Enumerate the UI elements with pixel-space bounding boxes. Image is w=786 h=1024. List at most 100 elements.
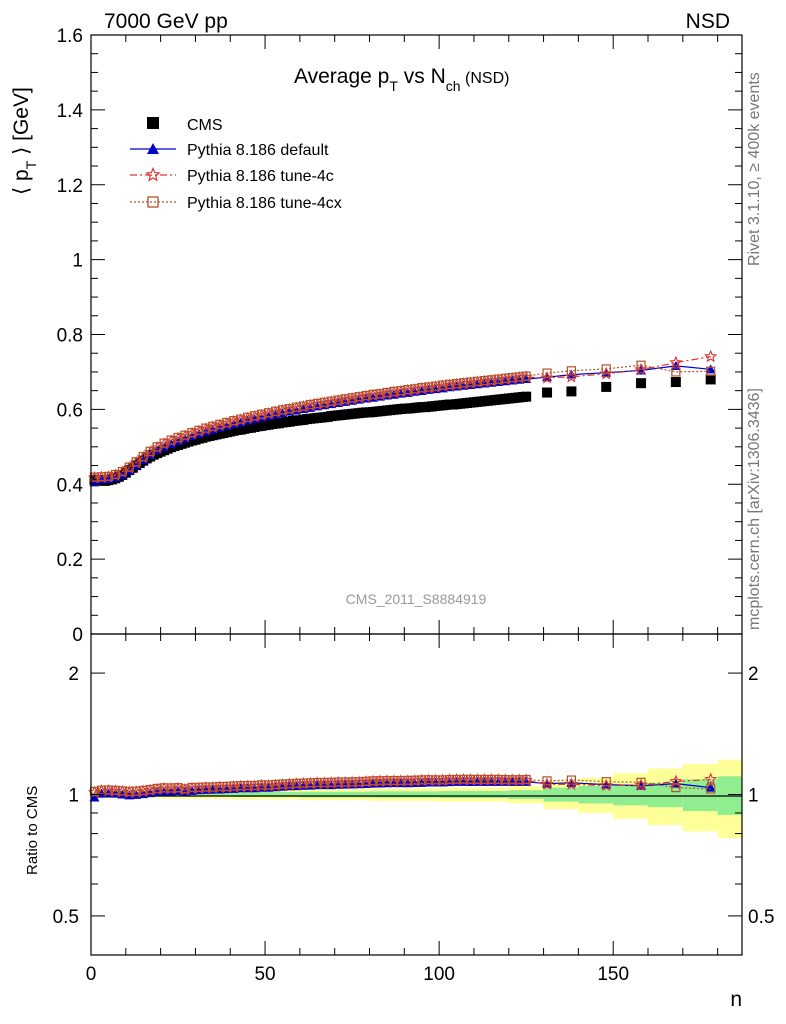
main-point-tune4cx	[138, 451, 148, 462]
ratio-band-inner	[543, 787, 579, 802]
ratio-point-tune4cx	[333, 777, 343, 787]
ratio-point-tune4cx	[243, 780, 253, 791]
main-point-tune4cx	[438, 380, 448, 390]
ratio-point-tune4cx	[277, 779, 288, 789]
ratio-point-tune4cx	[472, 774, 483, 785]
main-ytick-label: 1	[72, 251, 83, 272]
main-point-tune4cx	[305, 399, 315, 410]
main-line-default	[94, 365, 711, 483]
x-tick-label: 0	[86, 964, 97, 985]
ratio-point-tune4cx	[152, 783, 162, 794]
main-ytick-label: 1.6	[57, 26, 83, 47]
ratio-point-tune4cx	[706, 784, 716, 794]
ratio-point-tune4cx	[493, 774, 503, 785]
ratio-band-inner	[230, 792, 300, 797]
main-point-cms	[601, 381, 612, 392]
ratio-band-inner	[439, 791, 509, 799]
main-ytick-label: 1.4	[57, 101, 84, 122]
main-point-tune4cx	[201, 423, 211, 433]
ratio-point-tune4cx	[375, 776, 385, 786]
main-point-tune4cx	[270, 406, 281, 416]
ratio-point-tune4cx	[389, 775, 399, 786]
ratio-point-tune4cx	[229, 781, 239, 791]
main-title-sub1: T	[389, 78, 398, 94]
ratio-point-tune4cx	[215, 781, 225, 792]
main-point-cms	[542, 387, 553, 398]
ratio-line-tune4c	[94, 778, 711, 794]
ratio-point-tune4cx	[566, 775, 577, 785]
ratio-point-tune4cx	[671, 783, 681, 793]
ratio-point-tune4cx	[284, 779, 295, 789]
main-title-sub2: ch	[446, 78, 461, 94]
ratio-point-tune4cx	[636, 777, 646, 787]
main-ytick-label: 0.6	[57, 400, 83, 421]
ratio-band-inner	[369, 791, 440, 798]
ratio-point-tune4cx	[382, 775, 392, 786]
ratio-band-inner	[578, 785, 614, 804]
ratio-point-tune4cx	[465, 774, 476, 785]
header-left: 7000 GeV pp	[104, 10, 228, 33]
ratio-point-default	[705, 782, 716, 792]
main-point-tune4cx	[236, 414, 246, 424]
main-point-tune4cx	[521, 371, 531, 381]
main-point-tune4cx	[103, 471, 114, 481]
main-point-tune4cx	[601, 364, 611, 374]
legend-marker-tune4c	[145, 166, 161, 182]
main-title-mid: vs N	[398, 65, 446, 88]
ratio-point-tune4cx	[173, 783, 183, 793]
main-point-tune4cx	[347, 393, 357, 403]
main-point-tune4cx	[256, 409, 267, 419]
main-axis-ticks: 0 0.2 0.4 0.6 0.8 1 1.2 1.4 1.6	[57, 26, 742, 646]
main-line-tune4c	[94, 356, 711, 479]
main-point-tune4c	[704, 349, 718, 363]
x-tick-label: 50	[254, 964, 275, 985]
main-point-cms	[636, 378, 647, 389]
ratio-ytick-label-right: 0.5	[748, 907, 774, 928]
main-point-tune4cx	[389, 386, 399, 397]
main-point-tune4cx	[566, 366, 577, 376]
main-point-tune4cx	[361, 390, 371, 401]
ratio-point-tune4cx	[208, 782, 218, 792]
main-point-tune4cx	[180, 430, 190, 440]
main-point-tune4cx	[451, 378, 462, 389]
ratio-point-tune4cx	[187, 782, 197, 793]
ratio-point-tune4cx	[396, 775, 406, 786]
ratio-ytick-label-left: 1	[68, 786, 79, 807]
ratio-point-tune4cx	[438, 775, 448, 785]
main-point-tune4cx	[542, 368, 552, 378]
mcplots-label: mcplots.cern.ch [arXiv:1306.3436]	[746, 388, 763, 630]
main-point-tune4cx	[333, 395, 343, 405]
ratio-point-tune4cx	[479, 774, 489, 785]
ratio-point-tune4cx	[312, 777, 322, 788]
main-point-cms	[521, 391, 532, 402]
main-point-tune4cx	[263, 408, 274, 418]
ratio-point-tune4cx	[601, 777, 611, 787]
ratio-point-tune4cx	[270, 779, 281, 790]
main-ytick-label: 1.2	[57, 176, 83, 197]
main-point-tune4cx	[298, 401, 308, 411]
main-point-tune4cx	[326, 396, 336, 406]
x-axis-label: n	[730, 988, 742, 1011]
main-ylabel-sub: T	[23, 160, 39, 169]
x-tick-label: 150	[597, 964, 629, 985]
main-point-default	[705, 364, 716, 374]
ratio-point-tune4cx	[361, 776, 371, 786]
ratio-point-tune4cx	[507, 775, 517, 785]
main-point-tune4cx	[124, 462, 134, 472]
main-point-tune4cx	[166, 435, 176, 445]
main-point-tune4cx	[396, 386, 406, 396]
ratio-point-tune4cx	[403, 775, 413, 785]
main-point-tune4cx	[110, 469, 120, 480]
main-point-tune4cx	[291, 402, 301, 412]
ratio-point-tune4cx	[110, 785, 120, 795]
main-point-tune4cx	[319, 397, 329, 407]
main-point-tune4c	[669, 355, 683, 369]
ratio-band-inner	[682, 779, 718, 812]
ratio-point-tune4cx	[180, 784, 190, 794]
ratio-point-tune4cx	[194, 782, 204, 792]
main-point-tune4cx	[173, 432, 183, 443]
ratio-ylabel: Ratio to CMS	[24, 786, 41, 875]
ratio-point-tune4cx	[256, 780, 267, 790]
ratio-point-tune4cx	[201, 782, 211, 792]
